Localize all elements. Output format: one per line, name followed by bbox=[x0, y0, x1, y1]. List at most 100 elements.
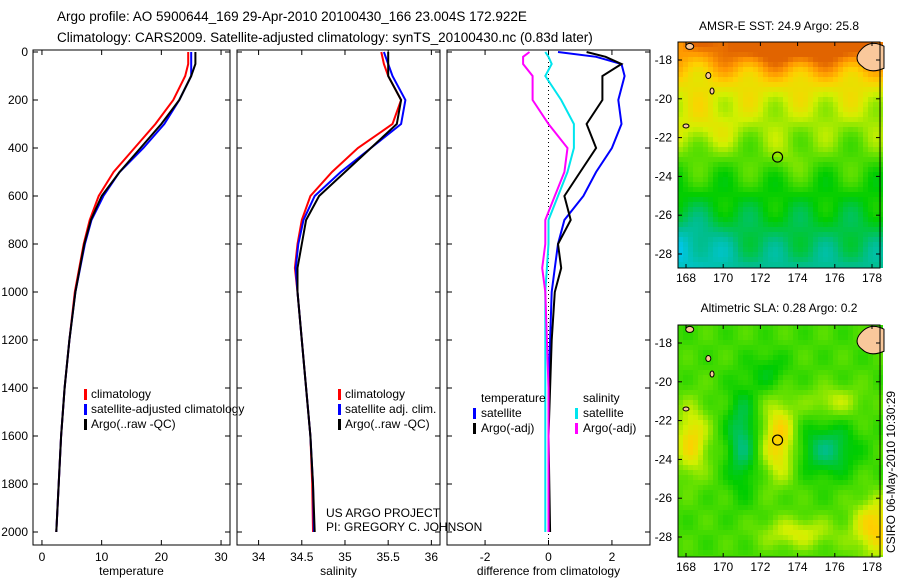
map-cell bbox=[738, 127, 743, 132]
map-cell bbox=[738, 465, 743, 470]
map-cell bbox=[743, 500, 748, 505]
map-cell bbox=[763, 217, 768, 222]
map-cell bbox=[713, 355, 718, 360]
map-cell bbox=[783, 172, 788, 177]
map-cell bbox=[748, 450, 753, 455]
map-cell bbox=[718, 77, 723, 82]
map-cell bbox=[853, 545, 858, 550]
map-cell bbox=[768, 232, 773, 237]
map-cell bbox=[718, 152, 723, 157]
map-cell bbox=[738, 207, 743, 212]
map-cell bbox=[803, 345, 808, 350]
map-cell bbox=[778, 465, 783, 470]
map-cell bbox=[798, 410, 803, 415]
map-cell bbox=[683, 147, 688, 152]
map-cell bbox=[698, 72, 703, 77]
lon-tick-label: 178 bbox=[862, 560, 882, 574]
map-cell bbox=[868, 470, 873, 475]
map-cell bbox=[808, 535, 813, 540]
map-cell bbox=[833, 242, 838, 247]
map-cell bbox=[748, 117, 753, 122]
map-cell bbox=[828, 242, 833, 247]
map-cell bbox=[793, 435, 798, 440]
map-cell bbox=[743, 97, 748, 102]
map-cell bbox=[723, 330, 728, 335]
map-cell bbox=[783, 365, 788, 370]
map-cell bbox=[828, 187, 833, 192]
map-cell bbox=[783, 550, 788, 555]
map-cell bbox=[858, 365, 863, 370]
map-cell bbox=[733, 420, 738, 425]
map-cell bbox=[763, 107, 768, 112]
map-cell bbox=[718, 510, 723, 515]
map-cell bbox=[733, 87, 738, 92]
map-cell bbox=[868, 262, 873, 267]
map-cell bbox=[808, 82, 813, 87]
map-cell bbox=[748, 152, 753, 157]
map-cell bbox=[778, 177, 783, 182]
map-cell bbox=[828, 465, 833, 470]
map-cell bbox=[703, 550, 708, 555]
map-cell bbox=[803, 510, 808, 515]
map-cell bbox=[838, 365, 843, 370]
map-cell bbox=[753, 380, 758, 385]
map-cell bbox=[773, 152, 778, 157]
map-cell bbox=[853, 550, 858, 555]
map-cell bbox=[858, 360, 863, 365]
map-cell bbox=[773, 415, 778, 420]
map-cell bbox=[873, 107, 878, 112]
map-cell bbox=[743, 187, 748, 192]
map-cell bbox=[858, 435, 863, 440]
map-cell bbox=[818, 62, 823, 67]
map-cell bbox=[803, 495, 808, 500]
map-cell bbox=[823, 455, 828, 460]
map-cell bbox=[733, 555, 738, 557]
map-cell bbox=[793, 182, 798, 187]
map-cell bbox=[828, 555, 833, 557]
map-cell bbox=[778, 127, 783, 132]
map-cell bbox=[788, 380, 793, 385]
map-cell bbox=[783, 227, 788, 232]
map-cell bbox=[743, 217, 748, 222]
map-cell bbox=[843, 127, 848, 132]
map-cell bbox=[783, 182, 788, 187]
map-cell bbox=[833, 335, 838, 340]
map-cell bbox=[718, 112, 723, 117]
map-cell bbox=[868, 480, 873, 485]
map-cell bbox=[788, 420, 793, 425]
map-cell bbox=[758, 500, 763, 505]
map-cell bbox=[833, 112, 838, 117]
map-cell bbox=[803, 400, 808, 405]
map-cell bbox=[798, 242, 803, 247]
map-cell bbox=[698, 167, 703, 172]
map-cell bbox=[783, 82, 788, 87]
map-cell bbox=[753, 47, 758, 52]
map-cell bbox=[793, 440, 798, 445]
map-cell bbox=[858, 505, 863, 510]
map-cell bbox=[743, 247, 748, 252]
map-cell bbox=[698, 192, 703, 197]
map-cell bbox=[828, 97, 833, 102]
map-cell bbox=[733, 257, 738, 262]
map-cell bbox=[743, 237, 748, 242]
map-cell bbox=[873, 395, 878, 400]
map-cell bbox=[843, 172, 848, 177]
map-cell bbox=[698, 545, 703, 550]
map-cell bbox=[798, 162, 803, 167]
map-cell bbox=[738, 47, 743, 52]
map-cell bbox=[703, 142, 708, 147]
map-cell bbox=[773, 485, 778, 490]
map-cell bbox=[733, 82, 738, 87]
map-cell bbox=[783, 132, 788, 137]
map-cell bbox=[723, 212, 728, 217]
map-cell bbox=[833, 237, 838, 242]
map-cell bbox=[848, 380, 853, 385]
map-cell bbox=[833, 182, 838, 187]
map-cell bbox=[788, 515, 793, 520]
profile-panel-1: 0 10 20 30020040060080010001200140016001800… bbox=[1, 45, 244, 578]
map-cell bbox=[763, 455, 768, 460]
map-cell bbox=[823, 350, 828, 355]
map-cell bbox=[783, 340, 788, 345]
map-cell bbox=[783, 450, 788, 455]
